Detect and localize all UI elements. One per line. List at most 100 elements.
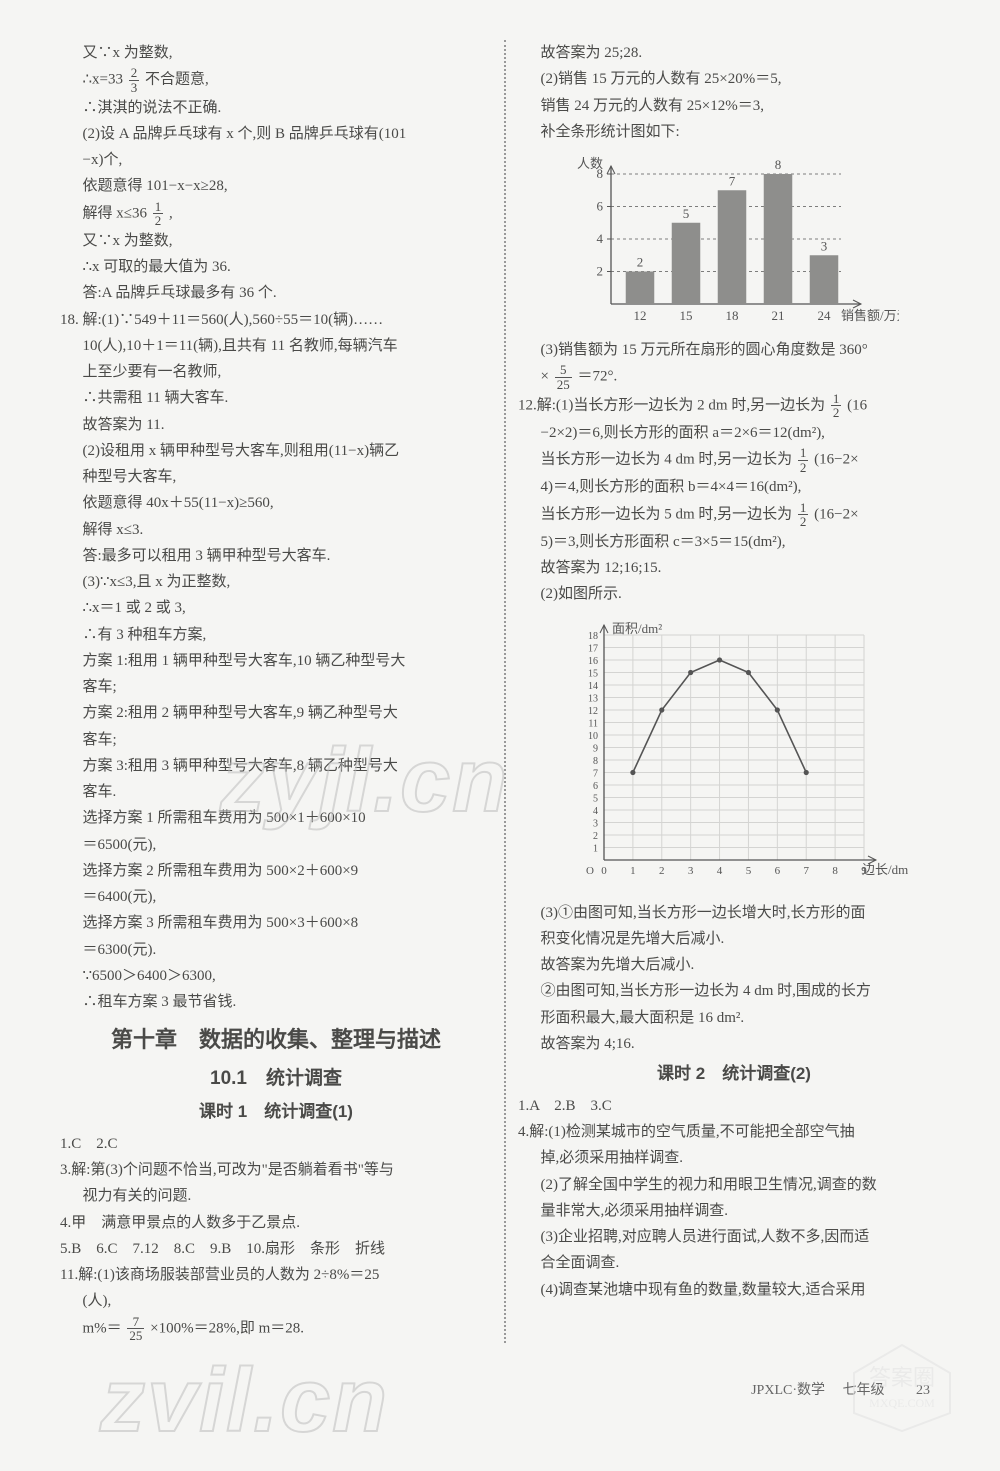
svg-text:销售额/万元: 销售额/万元 bbox=[841, 308, 899, 323]
svg-text:3: 3 bbox=[821, 238, 828, 253]
text: 4)＝4,则长方形的面积 b＝4×4＝16(dm²), bbox=[518, 474, 950, 500]
text: ∴淇淇的说法不正确. bbox=[60, 95, 492, 121]
text: 量非常大,必须采用抽样调查. bbox=[518, 1198, 950, 1224]
svg-text:O: O bbox=[586, 865, 594, 877]
svg-text:2: 2 bbox=[659, 865, 665, 877]
text: 5.B 6.C 7.12 8.C 9.B 10.扇形 条形 折线 bbox=[60, 1236, 492, 1262]
svg-text:2: 2 bbox=[593, 831, 598, 842]
text: 5)＝3,则长方形面积 c＝3×5＝15(dm²), bbox=[518, 529, 950, 555]
svg-text:10: 10 bbox=[588, 731, 598, 742]
text: 又∵x 为整数, bbox=[60, 228, 492, 254]
text: (3)销售额为 15 万元所在扇形的圆心角度数是 360° bbox=[518, 337, 950, 363]
text: 故答案为 4;16. bbox=[518, 1031, 950, 1057]
svg-text:3: 3 bbox=[593, 818, 598, 829]
text: (2)设 A 品牌乒乓球有 x 个,则 B 品牌乒乓球有(101 bbox=[60, 121, 492, 147]
text: 4.解:(1)检测某城市的空气质量,不可能把全部空气抽 bbox=[518, 1119, 950, 1145]
svg-text:12: 12 bbox=[588, 706, 598, 717]
text: ＝6400(元), bbox=[60, 884, 492, 910]
line-chart: 0123456789123456789101112131415161718面积/… bbox=[518, 612, 950, 892]
svg-text:1: 1 bbox=[593, 843, 598, 854]
svg-text:18: 18 bbox=[726, 308, 739, 323]
text: 客车; bbox=[60, 674, 492, 700]
svg-text:8: 8 bbox=[593, 756, 598, 767]
t: ＝72°. bbox=[577, 369, 617, 385]
text: ∴x=33 23 不合题意, bbox=[60, 66, 492, 94]
svg-text:6: 6 bbox=[593, 781, 598, 792]
text: 积变化情况是先增大后减小. bbox=[518, 926, 950, 952]
text: 3.解:第(3)个问题不恰当,可改为"是否躺着看书"等与 bbox=[60, 1157, 492, 1183]
fraction: 12 bbox=[153, 200, 164, 228]
t: × bbox=[541, 369, 549, 385]
bar-chart: 2468212515718821324人数销售额/万元 bbox=[518, 149, 950, 329]
text: ＝6500(元), bbox=[60, 832, 492, 858]
svg-text:7: 7 bbox=[593, 768, 598, 779]
text: (3)①由图可知,当长方形一边长增大时,长方形的面 bbox=[518, 900, 950, 926]
fraction: 725 bbox=[127, 1315, 144, 1343]
text: 客车. bbox=[60, 779, 492, 805]
fraction: 23 bbox=[129, 66, 140, 94]
svg-text:4: 4 bbox=[717, 865, 723, 877]
text: 方案 3:租用 3 辆甲种型号大客车,8 辆乙种型号大 bbox=[60, 753, 492, 779]
t: , bbox=[169, 205, 173, 221]
svg-text:2: 2 bbox=[637, 255, 644, 270]
section-heading: 10.1 统计调查 bbox=[60, 1062, 492, 1095]
svg-text:0: 0 bbox=[601, 865, 607, 877]
svg-text:7: 7 bbox=[729, 173, 736, 188]
svg-text:7: 7 bbox=[803, 865, 809, 877]
text: (人), bbox=[60, 1288, 492, 1314]
text: 11.解:(1)该商场服装部营业员的人数为 2÷8%＝25 bbox=[60, 1262, 492, 1288]
fraction: 12 bbox=[831, 392, 842, 420]
text: 客车; bbox=[60, 727, 492, 753]
text: (3)企业招聘,对应聘人员进行面试,人数不多,因而适 bbox=[518, 1224, 950, 1250]
text: (2)设租用 x 辆甲种型号大客车,则租用(11−x)辆乙 bbox=[60, 438, 492, 464]
text: 18. 解:(1)∵549＋11＝560(人),560÷55＝10(辆)…… bbox=[60, 307, 492, 333]
t: (16 bbox=[847, 397, 867, 413]
svg-text:4: 4 bbox=[593, 806, 598, 817]
svg-text:18: 18 bbox=[588, 631, 598, 642]
stamp-text: 答案圈 bbox=[869, 1365, 935, 1390]
text: 故答案为先增大后减小. bbox=[518, 952, 950, 978]
text: 解得 x≤36 12 , bbox=[60, 200, 492, 228]
text: 1.A 2.B 3.C bbox=[518, 1093, 950, 1119]
t: 当长方形一边长为 4 dm 时,另一边长为 bbox=[541, 452, 793, 468]
svg-text:4: 4 bbox=[597, 231, 604, 246]
svg-text:9: 9 bbox=[593, 743, 598, 754]
text: 选择方案 1 所需租车费用为 500×1＋600×10 bbox=[60, 805, 492, 831]
column-divider bbox=[504, 40, 506, 1343]
text: 答:A 品牌乒乓球最多有 36 个. bbox=[60, 280, 492, 306]
t: (16−2× bbox=[814, 506, 858, 522]
t: ∴x=33 bbox=[83, 72, 124, 88]
text: 方案 2:租用 2 辆甲种型号大客车,9 辆乙种型号大 bbox=[60, 700, 492, 726]
footer-brand: JPXLC·数学 bbox=[751, 1383, 825, 1398]
svg-text:1: 1 bbox=[630, 865, 636, 877]
text: 故答案为 12;16;15. bbox=[518, 555, 950, 581]
text: 视力有关的问题. bbox=[60, 1183, 492, 1209]
svg-text:5: 5 bbox=[683, 206, 690, 221]
text: 掉,必须采用抽样调查. bbox=[518, 1145, 950, 1171]
text: ∵6500＞6400＞6300, bbox=[60, 963, 492, 989]
text: 当长方形一边长为 5 dm 时,另一边长为 12 (16−2× bbox=[518, 501, 950, 529]
svg-text:3: 3 bbox=[688, 865, 694, 877]
t: 解得 x≤36 bbox=[83, 205, 147, 221]
svg-text:24: 24 bbox=[818, 308, 832, 323]
text: 故答案为 25;28. bbox=[518, 40, 950, 66]
left-column: 又∵x 为整数, ∴x=33 23 不合题意, ∴淇淇的说法不正确. (2)设 … bbox=[60, 40, 500, 1343]
t: 不合题意, bbox=[145, 72, 209, 88]
svg-text:21: 21 bbox=[772, 308, 785, 323]
page: 又∵x 为整数, ∴x=33 23 不合题意, ∴淇淇的说法不正确. (2)设 … bbox=[0, 0, 1000, 1363]
text: (3)∵x≤3,且 x 为正整数, bbox=[60, 569, 492, 595]
text: ＝6300(元). bbox=[60, 937, 492, 963]
text: 答:最多可以租用 3 辆甲种型号大客车. bbox=[60, 543, 492, 569]
chapter-heading: 第十章 数据的收集、整理与描述 bbox=[60, 1021, 492, 1060]
text: ∴共需租 11 辆大客车. bbox=[60, 385, 492, 411]
stamp-url: MXQE.COM bbox=[869, 1396, 935, 1410]
text: ∴x 可取的最大值为 36. bbox=[60, 254, 492, 280]
svg-text:15: 15 bbox=[588, 668, 598, 679]
text: × 525 ＝72°. bbox=[518, 363, 950, 391]
svg-text:8: 8 bbox=[832, 865, 838, 877]
fraction: 12 bbox=[798, 446, 809, 474]
text: 12.解:(1)当长方形一边长为 2 dm 时,另一边长为 12 (16 bbox=[518, 392, 950, 420]
lesson-heading: 课时 1 统计调查(1) bbox=[60, 1097, 492, 1127]
svg-text:6: 6 bbox=[597, 199, 604, 214]
t: 当长方形一边长为 5 dm 时,另一边长为 bbox=[541, 506, 793, 522]
